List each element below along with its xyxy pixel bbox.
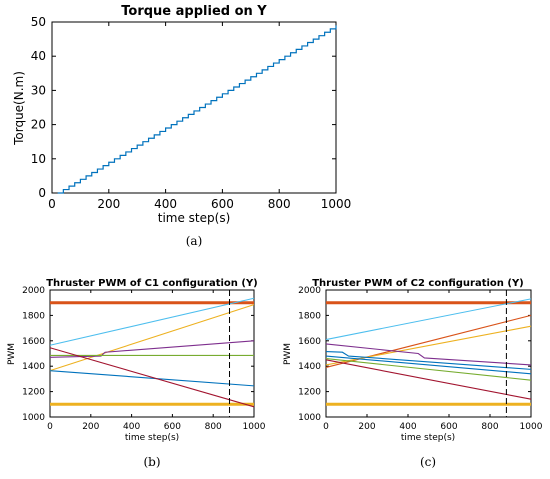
chart-a-ytick: 0 — [38, 186, 46, 200]
chart-a-ytick: 30 — [31, 83, 46, 97]
chart-b-ylabel: PWM — [7, 343, 17, 365]
chart-c-ytick: 1400 — [298, 362, 321, 372]
chart-a-xtick: 200 — [97, 197, 120, 211]
chart-b-ytick: 1600 — [22, 337, 45, 347]
chart-c-ytick: 1800 — [298, 311, 321, 321]
chart-a-plot-area — [51, 21, 337, 194]
pwm-series-line — [325, 298, 532, 341]
chart-c-xtick: 800 — [481, 422, 498, 432]
chart-a-ytick: 20 — [31, 118, 46, 132]
chart-b-xtick: 800 — [205, 422, 222, 432]
chart-b-ytick: 2000 — [22, 286, 45, 296]
pwm-series-line — [49, 297, 255, 346]
chart-c-series — [325, 298, 532, 406]
chart-c-ytick: 1200 — [298, 388, 321, 398]
chart-c-xtick: 200 — [358, 422, 375, 432]
chart-a: Torque applied on Y 0 200 400 600 800 10… — [12, 4, 351, 225]
caption-b: (b) — [143, 455, 160, 469]
chart-a-ytick: 10 — [31, 152, 46, 166]
pwm-series-line — [49, 347, 255, 408]
chart-c-xlabel: time step(s) — [401, 433, 455, 443]
chart-a-xtick: 600 — [211, 197, 234, 211]
chart-b-xlabel: time step(s) — [125, 433, 179, 443]
chart-c-ytick: 1000 — [298, 413, 321, 423]
chart-a-torque-series — [57, 25, 337, 194]
pwm-series-line — [49, 370, 255, 387]
pwm-series-line — [325, 343, 532, 366]
caption-c: (c) — [420, 455, 436, 469]
chart-a-xtick: 400 — [154, 197, 177, 211]
chart-c-plot-area — [325, 289, 532, 418]
chart-b-ytick: 1400 — [22, 362, 45, 372]
chart-a-xtick: 0 — [48, 197, 56, 211]
chart-b: Thruster PWM of C1 configuration (Y) 0 2… — [7, 278, 266, 443]
chart-a-ylabel: Torque(N.m) — [12, 71, 26, 146]
chart-b-plot-area — [49, 289, 255, 418]
chart-b-xtick: 400 — [123, 422, 140, 432]
chart-a-xtick: 1000 — [321, 197, 352, 211]
chart-a-title: Torque applied on Y — [121, 4, 267, 19]
chart-c-xtick: 600 — [440, 422, 457, 432]
chart-b-ytick: 1000 — [22, 413, 45, 423]
chart-c-xtick: 400 — [399, 422, 416, 432]
chart-b-title: Thruster PWM of C1 configuration (Y) — [46, 278, 258, 289]
chart-b-series — [49, 297, 255, 408]
pwm-series-line — [49, 340, 255, 358]
chart-c-ytick: 2000 — [298, 286, 321, 296]
chart-a-xtick: 800 — [268, 197, 291, 211]
chart-c-ticks — [325, 289, 532, 418]
pwm-series-line — [49, 304, 255, 372]
chart-c: Thruster PWM of C2 configuration (Y) 0 2… — [283, 278, 543, 443]
chart-a-ytick: 40 — [31, 49, 46, 63]
chart-b-ytick: 1200 — [22, 388, 45, 398]
chart-c-ylabel: PWM — [283, 343, 293, 365]
chart-b-xtick: 0 — [47, 422, 53, 432]
chart-c-xtick: 1000 — [520, 422, 543, 432]
chart-b-xtick: 600 — [164, 422, 181, 432]
chart-a-ticks — [51, 21, 337, 194]
chart-a-ytick: 50 — [31, 15, 46, 29]
chart-b-xtick: 200 — [82, 422, 99, 432]
pwm-series-line — [325, 358, 532, 381]
pwm-series-line — [325, 355, 532, 375]
chart-c-xtick: 0 — [323, 422, 329, 432]
chart-c-ytick: 1600 — [298, 337, 321, 347]
chart-b-ytick: 1800 — [22, 311, 45, 321]
chart-a-xlabel: time step(s) — [158, 211, 231, 225]
chart-b-xtick: 1000 — [243, 422, 266, 432]
pwm-series-line — [325, 359, 532, 400]
caption-a: (a) — [186, 234, 203, 248]
pwm-series-line — [325, 351, 532, 370]
chart-c-title: Thruster PWM of C2 configuration (Y) — [312, 278, 524, 289]
